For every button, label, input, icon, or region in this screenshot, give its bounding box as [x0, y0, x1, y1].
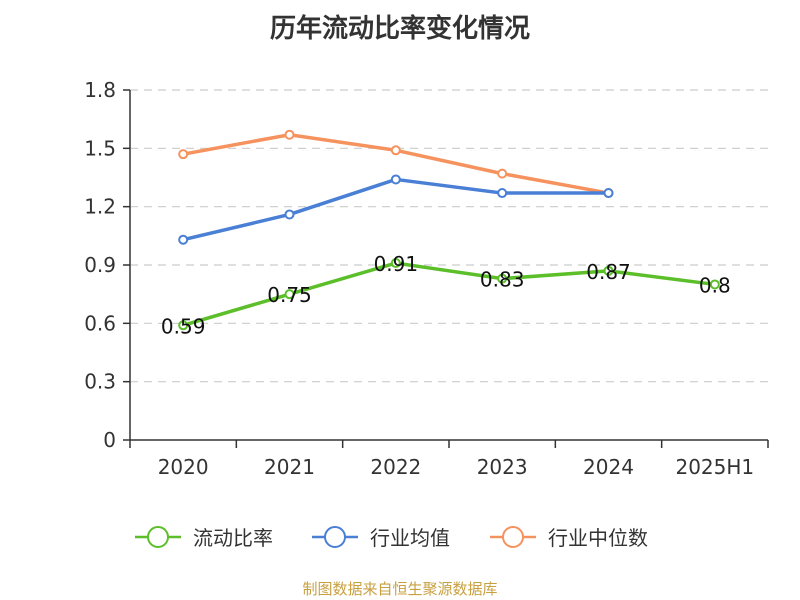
x-tick-label: 2024: [583, 455, 634, 479]
data-label: 0.75: [267, 283, 312, 307]
data-point: [284, 209, 295, 220]
legend-marker: [147, 526, 169, 548]
x-tick-label: 2021: [264, 455, 315, 479]
y-tick-label: 0: [103, 428, 116, 452]
source-note: 制图数据来自恒生聚源数据库: [302, 580, 498, 598]
y-tick-label: 0.3: [84, 370, 116, 394]
legend-label: 行业均值: [370, 526, 450, 550]
data-label: 0.91: [374, 252, 419, 276]
data-point: [178, 234, 189, 245]
data-point: [497, 273, 508, 284]
data-point: [390, 174, 401, 185]
y-tick-label: 1.2: [84, 195, 116, 219]
axes: 0 0.3 0.6 0.9 1.2 1.5 1.8 2020 2021 2022 2023 2024 2…: [84, 78, 769, 479]
data-point: [709, 279, 720, 290]
x-tick-label: 2020: [158, 455, 209, 479]
data-point: [603, 265, 614, 276]
data-point: [284, 129, 295, 140]
data-label: 0.8: [699, 273, 731, 297]
data-labels: 0.59 0.75 0.91 0.83 0.87 0.8: [161, 252, 731, 338]
data-point: [178, 320, 189, 331]
chart-title: 历年流动比率变化情况: [269, 14, 530, 44]
data-point: [603, 188, 614, 199]
legend-label: 流动比率: [193, 526, 273, 550]
legend-label: 行业中位数: [548, 526, 648, 550]
series-lines: [178, 129, 720, 331]
gridlines: [130, 89, 768, 383]
data-label: 0.87: [586, 260, 631, 284]
x-tick-label: 2022: [370, 455, 421, 479]
y-tick-label: 0.9: [84, 253, 116, 277]
data-point: [178, 149, 189, 160]
legend-marker: [502, 526, 524, 548]
series-line: [182, 177, 609, 242]
legend-marker: [324, 526, 346, 548]
legend: 流动比率 行业均值 行业中位数: [135, 526, 648, 550]
data-point: [390, 145, 401, 156]
y-tick-label: 0.6: [84, 311, 116, 335]
x-tick-label: 2023: [477, 455, 528, 479]
data-label: 0.59: [161, 314, 206, 338]
data-point: [497, 188, 508, 199]
data-label: 0.83: [480, 268, 525, 292]
series-line: [182, 261, 716, 327]
y-tick-label: 1.5: [84, 136, 116, 160]
data-point: [497, 168, 508, 179]
y-tick-label: 1.8: [84, 78, 116, 102]
x-tick-label: 2025H1: [675, 455, 754, 479]
data-point: [284, 289, 295, 300]
data-point: [390, 258, 401, 269]
